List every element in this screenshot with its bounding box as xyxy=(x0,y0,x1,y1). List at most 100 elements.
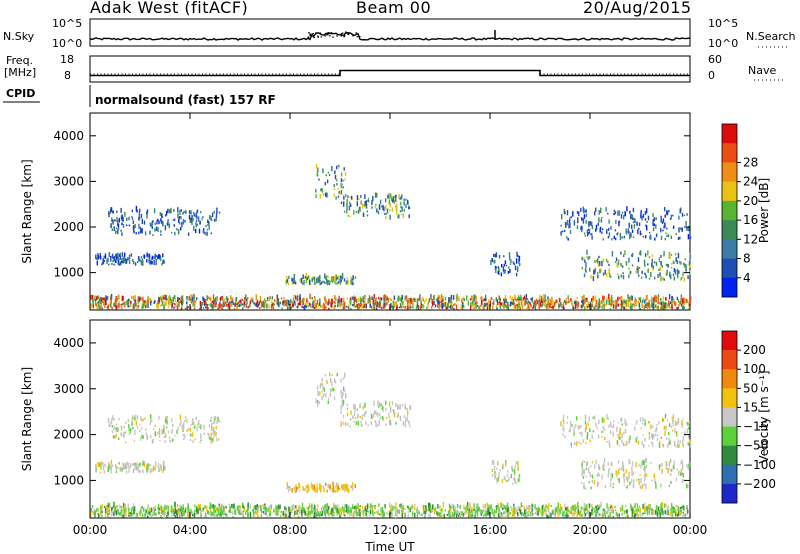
echo-cell xyxy=(599,226,602,230)
echo-cell xyxy=(299,294,301,300)
echo-cell xyxy=(504,295,507,301)
echo-cell xyxy=(566,220,568,226)
freq-strip-frame xyxy=(89,55,691,83)
echo-cell xyxy=(121,295,123,302)
echo-cell xyxy=(482,504,485,508)
echo-cell xyxy=(388,510,391,513)
echo-cell xyxy=(571,509,573,512)
echo-cell xyxy=(408,205,410,210)
echo-cell xyxy=(599,269,601,274)
echo-cell xyxy=(323,387,325,392)
echo-cell xyxy=(386,296,389,301)
echo-cell xyxy=(484,513,486,517)
echo-cell xyxy=(206,508,208,512)
echo-cell xyxy=(374,420,377,424)
echo-cell xyxy=(115,430,117,432)
echo-cell xyxy=(463,298,465,302)
echo-cell xyxy=(326,278,328,284)
echo-cell xyxy=(448,299,450,304)
echo-cell xyxy=(329,280,331,283)
echo-cell xyxy=(390,193,392,199)
echo-cell xyxy=(139,259,141,263)
echo-cell xyxy=(499,468,501,472)
echo-cell xyxy=(523,505,525,510)
echo-cell xyxy=(470,506,472,512)
echo-cell xyxy=(587,228,590,231)
echo-cell xyxy=(545,301,547,308)
echo-cell xyxy=(631,306,633,310)
echo-cell xyxy=(353,413,356,417)
echo-cell xyxy=(598,466,601,471)
echo-cell xyxy=(320,382,322,386)
echo-cell xyxy=(637,266,640,270)
echo-cell xyxy=(104,512,107,518)
echo-cell xyxy=(342,306,345,310)
echo-cell xyxy=(683,262,685,266)
echo-cell xyxy=(621,423,623,426)
echo-cell xyxy=(436,298,438,302)
echo-cell xyxy=(597,306,600,310)
echo-cell xyxy=(208,304,210,306)
echo-cell xyxy=(217,507,219,512)
echo-cell xyxy=(455,304,458,310)
echo-cell xyxy=(441,507,443,511)
echo-cell xyxy=(654,237,656,241)
echo-cell xyxy=(273,303,275,306)
echo-cell xyxy=(471,513,474,518)
echo-cell xyxy=(280,510,282,513)
echo-cell xyxy=(488,513,490,516)
echo-cell xyxy=(127,257,129,261)
echo-cell xyxy=(169,298,171,301)
echo-cell xyxy=(676,468,678,471)
echo-cell xyxy=(503,263,505,267)
echo-cell xyxy=(315,189,317,193)
echo-cell xyxy=(97,462,99,467)
echo-cell xyxy=(639,485,642,489)
echo-cell xyxy=(659,266,661,271)
echo-cell xyxy=(575,301,577,306)
echo-cell xyxy=(247,502,249,508)
echo-cell xyxy=(140,506,142,511)
echo-cell xyxy=(555,507,557,510)
echo-cell xyxy=(154,466,156,471)
echo-cell xyxy=(608,468,610,471)
echo-cell xyxy=(349,425,351,428)
echo-cell xyxy=(674,300,676,306)
echo-cell xyxy=(485,511,487,517)
echo-cell xyxy=(405,198,407,201)
echo-cell xyxy=(541,505,543,511)
echo-cell xyxy=(424,509,426,512)
echo-cell xyxy=(592,298,594,304)
echo-cell xyxy=(158,507,161,511)
echo-cell xyxy=(601,228,604,231)
echo-cell xyxy=(674,270,677,275)
echo-cell xyxy=(166,514,168,518)
echo-cell xyxy=(291,306,293,308)
echo-cell xyxy=(378,404,380,407)
echo-cell xyxy=(609,512,611,518)
colorbar-segment xyxy=(722,162,737,182)
echo-cell xyxy=(286,279,289,283)
echo-cell xyxy=(673,268,675,273)
echo-cell xyxy=(110,256,112,262)
echo-cell xyxy=(185,210,187,214)
echo-cell xyxy=(570,442,572,446)
echo-cell xyxy=(609,298,612,304)
echo-cell xyxy=(324,192,327,197)
echo-cell xyxy=(267,299,269,302)
echo-cell xyxy=(594,270,596,274)
echo-cell xyxy=(496,507,499,510)
echo-cell xyxy=(323,487,325,493)
echo-cell xyxy=(418,512,420,515)
echo-cell xyxy=(196,297,198,300)
echo-cell xyxy=(151,226,153,229)
echo-cell xyxy=(359,512,361,517)
echo-cell xyxy=(343,511,345,516)
nsky-strip-frame xyxy=(89,18,691,47)
echo-cell xyxy=(203,432,205,435)
echo-cell xyxy=(215,506,217,512)
echo-cell xyxy=(581,296,583,300)
echo-cell xyxy=(544,504,547,510)
echo-cell xyxy=(330,388,332,393)
echo-cell xyxy=(595,459,597,465)
